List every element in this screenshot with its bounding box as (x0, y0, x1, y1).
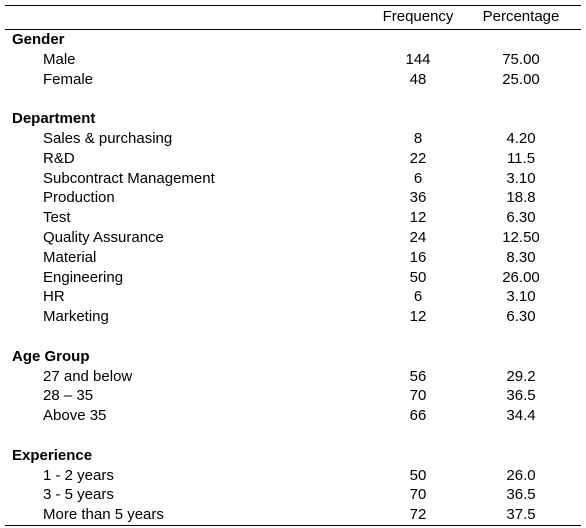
table-row: Engineering 50 26.00 (5, 268, 581, 288)
row-label: Above 35 (43, 407, 107, 425)
table-row: Female 48 25.00 (5, 70, 581, 90)
row-label: Subcontract Management (43, 169, 215, 187)
frequency-cell: 24 (409, 228, 427, 246)
percentage-cell: 12.50 (502, 228, 540, 246)
table-row: Above 35 66 34.4 (5, 406, 581, 426)
frequency-cell: 72 (409, 506, 427, 524)
frequency-cell: 66 (409, 407, 427, 425)
row-label: Test (43, 209, 71, 227)
table-header: Frequency Percentage (5, 6, 581, 30)
frequency-cell: 8 (413, 129, 423, 147)
percentage-cell: 4.20 (506, 129, 536, 147)
row-label: HR (43, 288, 65, 306)
row-label: Engineering (43, 268, 124, 286)
frequency-cell: 6 (413, 169, 423, 187)
frequency-cell: 144 (405, 50, 431, 68)
row-label: 28 – 35 (43, 387, 94, 405)
percentage-cell: 34.4 (506, 407, 536, 425)
frequency-cell: 36 (409, 189, 427, 207)
frequency-cell: 56 (409, 367, 427, 385)
frequency-column-header: Frequency (382, 8, 454, 25)
table-row: 27 and below 56 29.2 (5, 367, 581, 387)
table-row: R&D 22 11.5 (5, 149, 581, 169)
table-row: Test 12 6.30 (5, 208, 581, 228)
row-label: Quality Assurance (43, 228, 164, 246)
section-title: Gender (12, 31, 65, 48)
percentage-cell: 75.00 (502, 50, 540, 68)
table-row: Sales & purchasing 8 4.20 (5, 129, 581, 149)
row-label: Female (43, 70, 94, 88)
row-label: Sales & purchasing (43, 129, 173, 147)
section-spacer (5, 89, 581, 109)
section-header-row: Experience (5, 446, 581, 466)
table-row: Marketing 12 6.30 (5, 307, 581, 327)
table-row: Subcontract Management 6 3.10 (5, 169, 581, 189)
percentage-cell: 11.5 (506, 149, 536, 167)
table-row: 1 - 2 years 50 26.0 (5, 466, 581, 486)
row-label: 27 and below (43, 367, 133, 385)
row-label: Production (43, 189, 115, 207)
percentage-cell: 6.30 (506, 209, 536, 227)
percentage-cell: 36.5 (506, 387, 536, 405)
frequency-cell: 12 (409, 209, 427, 227)
section-title: Age Group (12, 347, 90, 365)
row-label: R&D (43, 149, 75, 167)
row-label: Marketing (43, 308, 109, 326)
frequency-cell: 6 (413, 288, 423, 306)
table-row: 28 – 35 70 36.5 (5, 386, 581, 406)
row-label: More than 5 years (43, 506, 164, 524)
row-label: 1 - 2 years (43, 466, 114, 484)
section-title: Experience (12, 446, 93, 464)
frequency-cell: 16 (409, 248, 427, 266)
percentage-cell: 25.00 (502, 70, 540, 88)
percentage-cell: 29.2 (506, 367, 536, 385)
percentage-cell: 3.10 (506, 288, 536, 306)
table-row: HR 6 3.10 (5, 287, 581, 307)
percentage-cell: 18.8 (506, 189, 536, 207)
frequency-cell: 22 (409, 149, 427, 167)
table-row: More than 5 years 72 37.5 (5, 505, 581, 525)
frequency-cell: 48 (409, 70, 427, 88)
row-label: Material (43, 248, 97, 266)
table-row: Material 16 8.30 (5, 248, 581, 268)
percentage-cell: 6.30 (506, 308, 536, 326)
section-title: Department (12, 110, 96, 128)
section-header-row: Age Group (5, 347, 581, 367)
table-body: Gender Male 144 75.00 Female 48 25.00 Departmen… (5, 30, 581, 525)
percentage-cell: 26.00 (502, 268, 540, 286)
table-row: Male 144 75.00 (5, 50, 581, 70)
percentage-cell: 8.30 (506, 248, 536, 266)
frequency-cell: 70 (409, 486, 427, 504)
percentage-cell: 3.10 (506, 169, 536, 187)
frequency-cell: 70 (409, 387, 427, 405)
table-row: 3 - 5 years 70 36.5 (5, 485, 581, 505)
row-label: Male (43, 50, 76, 68)
percentage-cell: 37.5 (506, 506, 536, 524)
percentage-cell: 36.5 (506, 486, 536, 504)
demographics-table: Frequency Percentage Gender Male 144 75.00 F… (5, 5, 581, 526)
frequency-cell: 50 (409, 466, 427, 484)
row-label: 3 - 5 years (43, 486, 114, 504)
percentage-column-header: Percentage (482, 8, 560, 25)
percentage-cell: 26.0 (506, 466, 536, 484)
frequency-cell: 50 (409, 268, 427, 286)
frequency-cell: 12 (409, 308, 427, 326)
table-row: Production 36 18.8 (5, 188, 581, 208)
section-header-row: Gender (5, 30, 581, 50)
table-row: Quality Assurance 24 12.50 (5, 228, 581, 248)
section-spacer (5, 327, 581, 347)
section-spacer (5, 426, 581, 446)
section-header-row: Department (5, 109, 581, 129)
